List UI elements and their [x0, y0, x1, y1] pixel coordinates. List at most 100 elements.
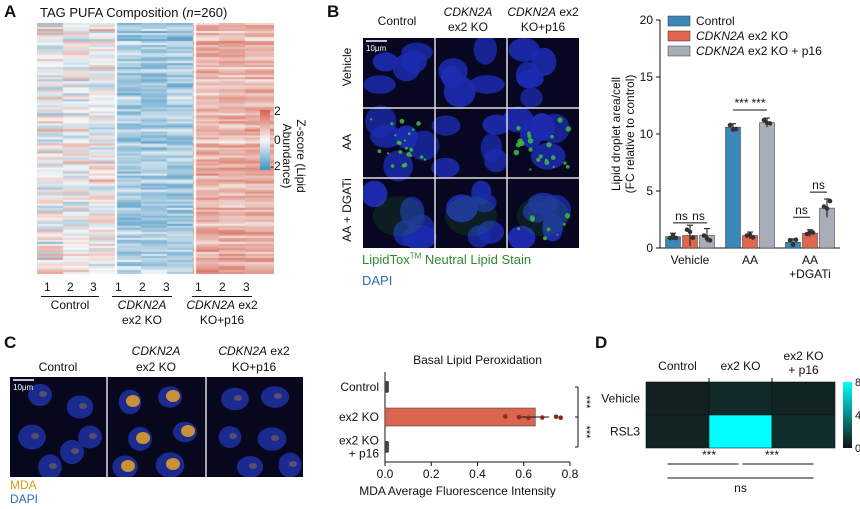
- heatmap-cell: [708, 381, 773, 416]
- dapi-nucleus: [78, 425, 102, 449]
- legend-label: CDKN2A ex2 KO: [696, 29, 788, 43]
- x-tick-label: AA: [742, 253, 758, 267]
- data-point: [761, 117, 767, 123]
- heatmap-cell: [708, 414, 773, 449]
- lipid-droplet: [398, 150, 403, 154]
- heatmap-a-title: TAG PUFA Composition (n=260): [40, 5, 228, 20]
- mda-signal: [234, 395, 242, 401]
- lipid-droplet: [377, 149, 382, 154]
- data-point: [558, 415, 564, 421]
- y-tick-label: 20: [640, 13, 654, 27]
- colorbar: [843, 382, 852, 448]
- mda-signal: [166, 458, 180, 470]
- lipid-droplet: [563, 161, 567, 165]
- replicate-label: 2: [67, 280, 74, 294]
- replicate-label: 3: [243, 280, 250, 294]
- b-dapi-legend: DAPI: [362, 273, 393, 288]
- c-column-control: Control: [38, 360, 78, 374]
- dapi-nucleus: [438, 58, 468, 85]
- dapi-nucleus: [66, 395, 94, 419]
- panel-label-d: D: [595, 333, 608, 352]
- data-point: [793, 237, 799, 242]
- mda-signal: [166, 390, 180, 402]
- y-axis-label: Lipid droplet area/cell(FC relative to c…: [609, 75, 637, 194]
- replicate-label: 1: [195, 280, 202, 294]
- lipid-droplet: [550, 134, 554, 139]
- group-label-ko-line2: ex2 KO: [121, 313, 163, 327]
- b-scale-label: 10μm: [366, 44, 387, 53]
- lipid-droplet: [557, 117, 563, 123]
- dapi-nucleus: [38, 454, 62, 477]
- dapi-nucleus: [383, 150, 414, 182]
- mda-signal: [39, 391, 47, 397]
- category-label: Control: [340, 380, 379, 394]
- mda-signal: [71, 448, 79, 454]
- dapi-nucleus: [502, 106, 534, 133]
- c-micrograph-strip: 10μm: [10, 377, 303, 477]
- b-column-ko-line2: ex2 KO: [447, 20, 489, 34]
- data-point: [667, 235, 673, 241]
- mda-signal: [274, 393, 282, 399]
- data-point: [727, 122, 733, 128]
- significance-label: ***: [580, 426, 592, 440]
- colorbar-a-tick: 2: [274, 104, 281, 118]
- dapi-nucleus: [60, 439, 84, 465]
- dapi-nucleus: [445, 194, 478, 223]
- lipid-droplet: [527, 138, 534, 144]
- dapi-nucleus: [469, 75, 505, 94]
- lipid-droplet: [404, 146, 408, 150]
- lipid-droplet: [394, 134, 397, 137]
- mda-signal: [89, 433, 97, 439]
- dapi-nucleus: [539, 113, 570, 144]
- y-tick-label: 0: [646, 241, 653, 255]
- significance-label: ns: [812, 178, 825, 192]
- dapi-nucleus: [260, 386, 290, 408]
- category-label: ex2 KO: [339, 410, 379, 424]
- dapi-nucleus: [28, 383, 52, 407]
- dapi-nucleus: [507, 225, 536, 248]
- y-tick-label: 5: [646, 184, 653, 198]
- group-label-ko: CDKN2A: [117, 298, 167, 312]
- tag-heatmap: [37, 23, 274, 274]
- replicate-label: 2: [219, 280, 226, 294]
- lipid-droplet: [538, 154, 543, 159]
- dapi-nucleus: [431, 157, 460, 178]
- replicate-label: 2: [139, 280, 146, 294]
- mda-signal: [289, 461, 297, 467]
- significance-label: ns: [734, 481, 747, 495]
- replicate-label: 3: [163, 280, 170, 294]
- lipid-droplet-chart: 0 5 10 15 20 Lipid droplet area/cell(FC relat…: [609, 13, 840, 281]
- data-point: [673, 235, 679, 241]
- lipid-droplet: [517, 227, 520, 231]
- legend-label: Control: [696, 14, 735, 28]
- data-point: [701, 233, 707, 238]
- legend-label-text: Control: [696, 14, 735, 28]
- lipid-droplet: [527, 134, 532, 139]
- data-point: [539, 415, 545, 420]
- dapi-nucleus: [363, 75, 396, 94]
- panel-label-b: B: [327, 2, 340, 21]
- column-label: + p16: [788, 363, 819, 377]
- dapi-nucleus: [236, 456, 264, 477]
- mda-signal: [229, 433, 237, 439]
- bar: [384, 407, 536, 427]
- colorbar-a-tick: 0: [274, 133, 281, 147]
- lipid-haze: [445, 196, 497, 236]
- legend-label-italic: CDKN2A: [696, 44, 745, 58]
- c-column-ko: CDKN2A: [131, 344, 181, 358]
- heatmap-cell: [771, 381, 836, 416]
- group-label-control: Control: [50, 298, 90, 312]
- data-point: [747, 232, 753, 237]
- mda-signal: [136, 432, 150, 444]
- lipid-droplet: [406, 151, 412, 157]
- lipid-haze: [373, 196, 425, 236]
- lipid-droplet: [516, 126, 521, 131]
- dapi-nucleus: [221, 387, 249, 411]
- mda-signal: [31, 433, 39, 439]
- lipid-droplet: [528, 147, 533, 152]
- dapi-nucleus: [431, 115, 461, 136]
- heatmap-cell: [645, 381, 710, 416]
- mda-signal: [249, 463, 257, 469]
- dapi-nucleus: [530, 142, 566, 170]
